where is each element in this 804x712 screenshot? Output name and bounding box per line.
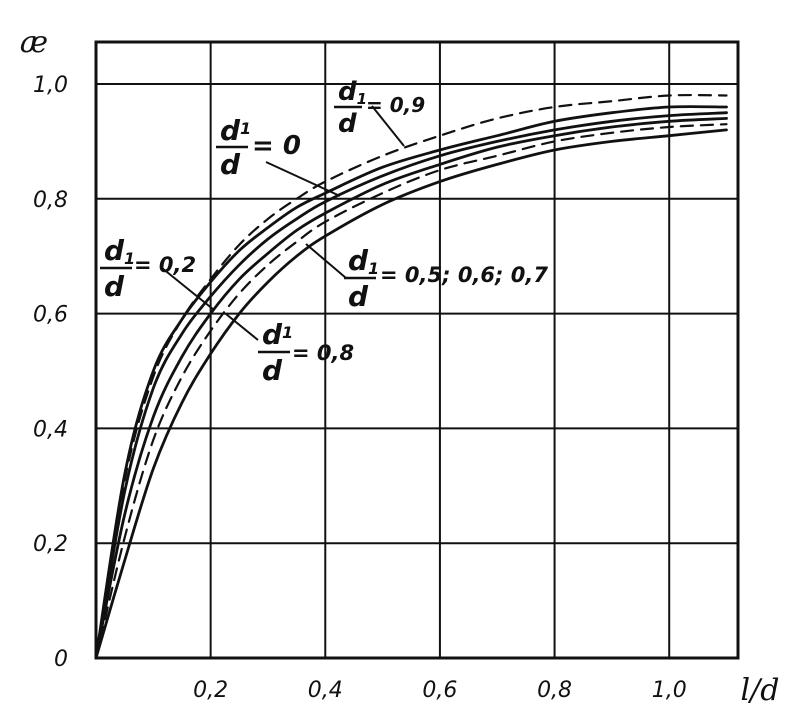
leader-line	[161, 267, 215, 311]
svg-text:= 0,9: = 0,9	[366, 93, 425, 117]
annotation-d1-d-0-2: d1 d = 0,2	[100, 234, 196, 303]
svg-text:= 0: = 0	[252, 131, 301, 161]
y-tick-label: 0,6	[33, 303, 68, 328]
svg-text:d1: d1	[104, 234, 135, 268]
grid	[94, 40, 740, 660]
x-tick-label: 0,8	[537, 678, 572, 703]
y-tick-label: 0	[54, 647, 68, 672]
x-tick-label: 0,2	[193, 678, 228, 703]
leader-line	[371, 105, 405, 147]
svg-text:d1: d1	[348, 244, 379, 278]
svg-text:d1: d1	[338, 77, 367, 108]
leader-line	[305, 243, 347, 279]
leader-line	[225, 313, 259, 341]
curves	[94, 93, 728, 660]
y-axis-label: æ	[20, 25, 48, 60]
series-line-2	[94, 105, 728, 660]
x-tick-label: 1,0	[652, 678, 687, 703]
annotation-leaders	[161, 105, 405, 341]
series-line-1	[94, 93, 728, 660]
series-line-3	[94, 111, 728, 660]
svg-text:= 0,2: = 0,2	[134, 253, 196, 277]
annotation-d1-d-0-9: d1 d = 0,9	[334, 77, 425, 139]
y-tick-label: 0,4	[33, 417, 68, 442]
y-tick-label: 0,2	[33, 532, 68, 557]
plot-frame	[94, 40, 740, 660]
y-tick-label: 1,0	[33, 73, 68, 98]
series-line-6	[94, 128, 728, 660]
svg-text:= 0,8: = 0,8	[292, 341, 354, 365]
svg-text:d: d	[104, 270, 125, 303]
annotation-d1-d-0: d1 d = 0	[216, 114, 301, 181]
annotation-d1-d-0-8: d1 d = 0,8	[258, 318, 354, 387]
x-axis-label: l/d	[741, 673, 780, 708]
series-line-5	[94, 123, 728, 660]
leader-line	[265, 161, 341, 197]
x-tick-label: 0,6	[422, 678, 457, 703]
series-line-4	[94, 117, 728, 660]
svg-text:d: d	[220, 148, 241, 181]
svg-text:d1: d1	[220, 114, 251, 147]
annotation-d1-d-0-5-0-6-0-7: d1 d = 0,5; 0,6; 0,7	[344, 244, 548, 313]
y-tick-label: 0,8	[33, 188, 68, 213]
tick-labels: 0,2 0,4 0,6 0,8 1,0 0 0,2 0,4 0,6 0,8 1,0	[33, 73, 687, 703]
svg-text:d: d	[338, 109, 357, 139]
svg-text:d: d	[348, 280, 369, 313]
svg-text:d1: d1	[262, 318, 293, 351]
x-tick-label: 0,4	[308, 678, 343, 703]
svg-text:= 0,5; 0,6; 0,7: = 0,5; 0,6; 0,7	[380, 263, 548, 287]
svg-text:d: d	[262, 354, 283, 387]
